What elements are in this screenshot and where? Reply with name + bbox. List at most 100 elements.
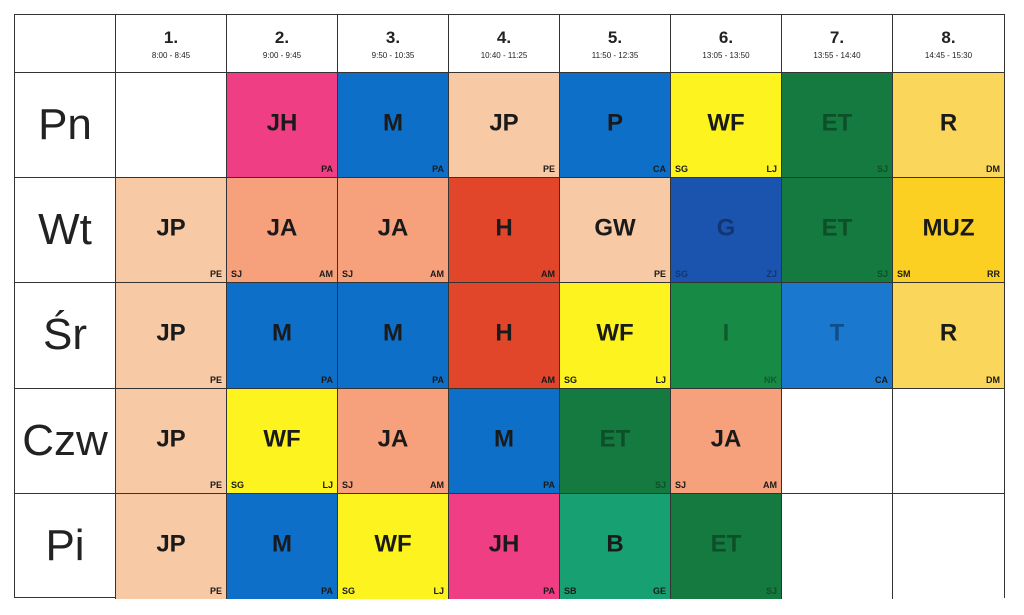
period-number: 2. — [274, 27, 290, 47]
period-time: 9:50 - 10:35 — [371, 50, 415, 60]
lesson-cell: ET SJ — [560, 388, 671, 494]
teacher-code: PE — [209, 479, 222, 490]
lesson-subject: T — [829, 320, 845, 348]
lesson-group-code: SJ — [342, 479, 354, 490]
lesson-cell: JP PE — [449, 73, 560, 179]
lesson-subject: P — [606, 109, 623, 137]
period-header: 5. 11:50 - 12:35 — [560, 15, 671, 73]
teacher-code: AM — [430, 269, 444, 280]
period-header: 1. 8:00 - 8:45 — [116, 15, 227, 73]
lesson-cell: M PA — [227, 493, 338, 599]
period-number: 6. — [718, 27, 734, 47]
lesson-subject: JP — [156, 214, 186, 242]
lesson-cell: JA SJ AM — [338, 178, 449, 284]
teacher-code: PA — [543, 585, 555, 596]
teacher-code: DM — [986, 164, 1000, 175]
lesson-cell: WF SG LJ — [338, 493, 449, 599]
lesson-cell: GW PE — [560, 178, 671, 284]
lesson-group-code: SG — [564, 374, 578, 385]
lesson-subject: JP — [156, 425, 186, 453]
lesson-cell: R DM — [893, 283, 1004, 389]
lesson-group-code: SJ — [342, 269, 354, 280]
lesson-subject: MUZ — [922, 214, 975, 242]
lesson-subject: I — [722, 320, 730, 348]
empty-cell — [116, 73, 227, 179]
lesson-subject: ET — [821, 214, 853, 242]
teacher-code: SJ — [876, 164, 888, 175]
lesson-cell: JA SJ AM — [671, 388, 782, 494]
lesson-cell: H AM — [449, 283, 560, 389]
teacher-code: AM — [319, 269, 333, 280]
teacher-code: DM — [986, 374, 1000, 385]
lesson-subject: JH — [266, 109, 298, 137]
lesson-group-code: SG — [675, 269, 689, 280]
lesson-group-code: SG — [675, 164, 689, 175]
teacher-code: PA — [321, 585, 333, 596]
lesson-cell: JH PA — [227, 73, 338, 179]
lesson-cell: R DM — [893, 73, 1004, 179]
lesson-cell: ET SJ — [782, 178, 893, 284]
period-time: 13:55 - 14:40 — [813, 50, 861, 60]
lesson-cell: ET SJ — [782, 73, 893, 179]
empty-cell — [782, 388, 893, 494]
day-label: Czw — [15, 388, 116, 494]
teacher-code: PE — [209, 269, 222, 280]
day-label: Wt — [15, 178, 116, 284]
lesson-cell: JP PE — [116, 493, 227, 599]
teacher-code: LJ — [433, 585, 444, 596]
lesson-subject: JA — [710, 425, 742, 453]
timetable-grid: 1. 8:00 - 8:45 2. 9:00 - 9:45 3. 9:50 - 10:35… — [14, 14, 1005, 599]
teacher-code: AM — [763, 479, 777, 490]
period-header: 4. 10:40 - 11:25 — [449, 15, 560, 73]
empty-cell — [782, 493, 893, 599]
lesson-group-code: SM — [897, 269, 911, 280]
day-label: Pn — [15, 73, 116, 179]
lesson-cell: G SG ZJ — [671, 178, 782, 284]
period-number: 3. — [385, 27, 401, 47]
teacher-code: PA — [321, 164, 333, 175]
teacher-code: LJ — [655, 374, 666, 385]
lesson-cell: M PA — [338, 283, 449, 389]
lesson-subject: JP — [156, 320, 186, 348]
period-number: 4. — [496, 27, 512, 47]
lesson-cell: JH PA — [449, 493, 560, 599]
lesson-subject: WF — [707, 109, 745, 137]
lesson-group-code: SB — [564, 585, 577, 596]
lesson-subject: H — [495, 320, 513, 348]
teacher-code: PE — [209, 374, 222, 385]
teacher-code: AM — [430, 479, 444, 490]
lesson-subject: WF — [263, 425, 301, 453]
lesson-subject: JH — [488, 530, 520, 558]
corner-cell — [15, 15, 116, 73]
empty-cell — [893, 388, 1004, 494]
period-number: 1. — [163, 27, 179, 47]
period-number: 8. — [941, 27, 956, 47]
lesson-cell: MUZ SM RR — [893, 178, 1004, 284]
lesson-subject: M — [494, 425, 514, 453]
teacher-code: PA — [432, 374, 444, 385]
lesson-subject: M — [383, 109, 403, 137]
lesson-subject: GW — [594, 214, 636, 242]
lesson-cell: WF SG LJ — [560, 283, 671, 389]
period-time: 10:40 - 11:25 — [480, 50, 528, 60]
lesson-subject: M — [272, 320, 292, 348]
period-header: 6. 13:05 - 13:50 — [671, 15, 782, 73]
lesson-cell: P CA — [560, 73, 671, 179]
lesson-cell: JP PE — [116, 178, 227, 284]
period-header: 2. 9:00 - 9:45 — [227, 15, 338, 73]
teacher-code: CA — [653, 164, 666, 175]
period-time: 13:05 - 13:50 — [702, 50, 750, 60]
lesson-subject: JA — [266, 214, 298, 242]
period-header: 3. 9:50 - 10:35 — [338, 15, 449, 73]
lesson-cell: ET SJ — [671, 493, 782, 599]
lesson-cell: B SB GE — [560, 493, 671, 599]
teacher-code: NK — [764, 374, 777, 385]
teacher-code: SJ — [876, 269, 888, 280]
lesson-cell: JA SJ AM — [227, 178, 338, 284]
lesson-subject: JA — [377, 214, 409, 242]
lesson-cell: M PA — [227, 283, 338, 389]
lesson-subject: ET — [710, 530, 742, 558]
teacher-code: PE — [653, 269, 666, 280]
lesson-cell: T CA — [782, 283, 893, 389]
lesson-cell: I NK — [671, 283, 782, 389]
